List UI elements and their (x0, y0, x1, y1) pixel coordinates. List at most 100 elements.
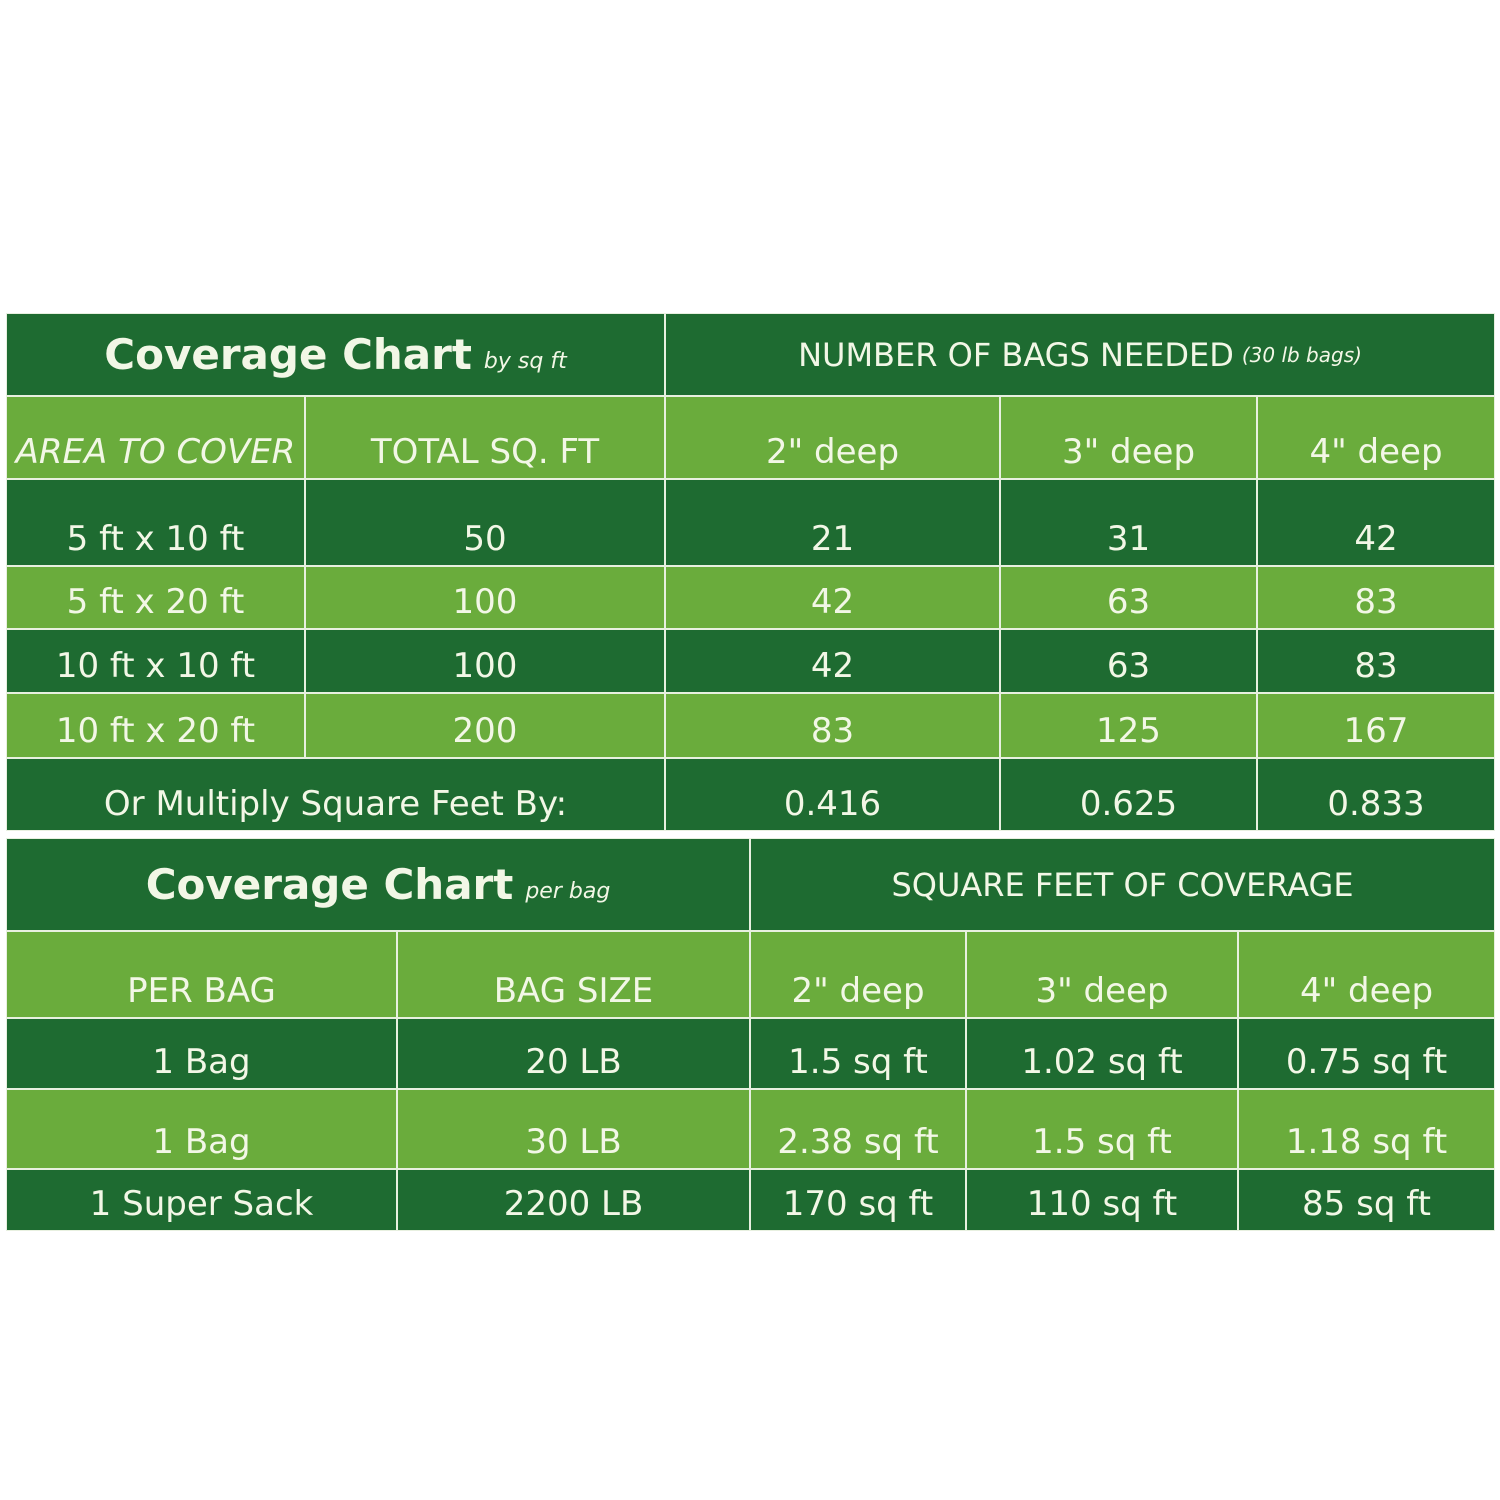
table1-cell: 125 (1001, 694, 1256, 757)
table2-cell-text: 170 sq ft (782, 1184, 934, 1224)
table2-cell-text: 20 LB (525, 1042, 622, 1082)
table1-cell: 100 (306, 567, 664, 628)
table2-title-text: Coverage Chart (145, 860, 514, 909)
table1-title: Coverage Chart by sq ft (7, 314, 664, 395)
multiplier-value-text: 0.625 (1079, 784, 1178, 824)
table2-cell: 1 Bag (7, 1019, 396, 1088)
table2-title-suffix: per bag (525, 879, 611, 904)
table2-cell: 110 sq ft (967, 1170, 1237, 1230)
table2-cell: 20 LB (398, 1019, 749, 1088)
table2-cell-text: 1.5 sq ft (1032, 1122, 1172, 1162)
table1-cell-text: 83 (1354, 646, 1398, 686)
table1-group-header-text: NUMBER OF BAGS NEEDED (798, 335, 1234, 374)
table2-cell: 1.18 sq ft (1239, 1090, 1494, 1168)
table1-cell: 5 ft x 10 ft (7, 480, 304, 565)
table1-cell-text: 10 ft x 20 ft (55, 711, 256, 751)
table1-cell: 10 ft x 20 ft (7, 694, 304, 757)
table1-cell: 10 ft x 10 ft (7, 630, 304, 692)
table1-cell: 5 ft x 20 ft (7, 567, 304, 628)
table2-cell: 1.5 sq ft (967, 1090, 1237, 1168)
table1-group-header: NUMBER OF BAGS NEEDED (30 lb bags) (666, 314, 1494, 395)
table1-cell-text: 167 (1343, 711, 1409, 751)
table2-cell: 170 sq ft (751, 1170, 965, 1230)
table1-cell: 31 (1001, 480, 1256, 565)
table2-column-header-text: PER BAG (127, 971, 276, 1011)
table1-column-header-text: 3" deep (1061, 432, 1196, 472)
table2-column-header: PER BAG (7, 932, 396, 1017)
table2-cell: 1.5 sq ft (751, 1019, 965, 1088)
table2-cell-text: 110 sq ft (1026, 1184, 1178, 1224)
table1-cell: 83 (666, 694, 999, 757)
table1-cell: 63 (1001, 567, 1256, 628)
table1-column-header: 3" deep (1001, 397, 1256, 478)
table2-cell: 1 Bag (7, 1090, 396, 1168)
multiply-label-text: Or Multiply Square Feet By: (103, 784, 568, 824)
table1-cell: 83 (1258, 630, 1494, 692)
table1-cell-text: 42 (810, 582, 855, 622)
table2-column-header-text: 4" deep (1299, 971, 1434, 1011)
table1-title-suffix: by sq ft (483, 349, 567, 374)
table1-cell-text: 5 ft x 10 ft (66, 519, 245, 559)
table1-cell-text: 50 (463, 519, 507, 559)
table2-cell-text: 2200 LB (503, 1184, 644, 1224)
table1-cell: 167 (1258, 694, 1494, 757)
table1-cell-text: 100 (452, 582, 518, 622)
table2-cell-text: 1.5 sq ft (788, 1042, 928, 1082)
table1-column-header: 4" deep (1258, 397, 1494, 478)
table1-cell: 200 (306, 694, 664, 757)
table1-cell: 21 (666, 480, 999, 565)
table1-cell: 83 (1258, 567, 1494, 628)
table1-cell: 42 (666, 567, 999, 628)
table1-group-header-suffix: (30 lb bags) (1241, 342, 1362, 367)
multiplier-value: 0.416 (666, 759, 999, 830)
table2-column-header: 3" deep (967, 932, 1237, 1017)
table2-cell-text: 1 Super Sack (89, 1184, 314, 1224)
table2-cell: 85 sq ft (1239, 1170, 1494, 1230)
table2-cell-text: 1.02 sq ft (1021, 1042, 1183, 1082)
multiplier-value-text: 0.833 (1327, 784, 1425, 824)
table1-cell: 42 (1258, 480, 1494, 565)
table2-cell-text: 1.18 sq ft (1285, 1122, 1448, 1162)
table1-title-text: Coverage Chart (104, 330, 472, 379)
table2-cell: 1 Super Sack (7, 1170, 396, 1230)
table1-cell-text: 125 (1096, 711, 1161, 751)
table1-cell-text: 200 (452, 711, 518, 751)
table2-cell-text: 30 LB (525, 1122, 622, 1162)
table1-column-header-text: 4" deep (1309, 432, 1443, 472)
table2-column-header: BAG SIZE (398, 932, 749, 1017)
table2-cell-text: 85 sq ft (1302, 1184, 1431, 1224)
table2-cell: 2.38 sq ft (751, 1090, 965, 1168)
table2-cell-text: 0.75 sq ft (1285, 1042, 1448, 1082)
multiplier-value: 0.833 (1258, 759, 1494, 830)
table2-cell-text: 2.38 sq ft (777, 1122, 939, 1162)
table1-cell: 100 (306, 630, 664, 692)
table2-title: Coverage Chart per bag (7, 839, 749, 930)
multiplier-value: 0.625 (1001, 759, 1256, 830)
table2-column-header-text: 3" deep (1035, 971, 1169, 1011)
table1-cell-text: 42 (1354, 519, 1398, 559)
table2-column-header: 2" deep (751, 932, 965, 1017)
table2-group-header-text: SQUARE FEET OF COVERAGE (891, 865, 1354, 904)
table2-column-header-text: BAG SIZE (493, 971, 654, 1011)
table2-cell: 0.75 sq ft (1239, 1019, 1494, 1088)
table2-group-header: SQUARE FEET OF COVERAGE (751, 839, 1494, 930)
table1-cell-text: 42 (810, 646, 855, 686)
table2-column-header-text: 2" deep (791, 971, 925, 1011)
table1-column-header: 2" deep (666, 397, 999, 478)
table2-cell-text: 1 Bag (152, 1042, 251, 1082)
table2-column-header: 4" deep (1239, 932, 1494, 1017)
table1-cell: 63 (1001, 630, 1256, 692)
table1-cell-text: 5 ft x 20 ft (66, 582, 245, 622)
table1-cell-text: 10 ft x 10 ft (55, 646, 256, 686)
multiply-label: Or Multiply Square Feet By: (7, 759, 664, 830)
table2-cell: 1.02 sq ft (967, 1019, 1237, 1088)
table1-column-header-text: AREA TO COVER (15, 432, 296, 472)
table1-cell: 42 (666, 630, 999, 692)
table1-cell-text: 63 (1106, 582, 1151, 622)
table1-cell-text: 83 (810, 711, 855, 751)
multiplier-value-text: 0.416 (783, 784, 882, 824)
table1-cell-text: 63 (1106, 646, 1151, 686)
table1-cell-text: 100 (452, 646, 518, 686)
table2-cell: 2200 LB (398, 1170, 749, 1230)
table1-cell-text: 31 (1106, 519, 1151, 559)
